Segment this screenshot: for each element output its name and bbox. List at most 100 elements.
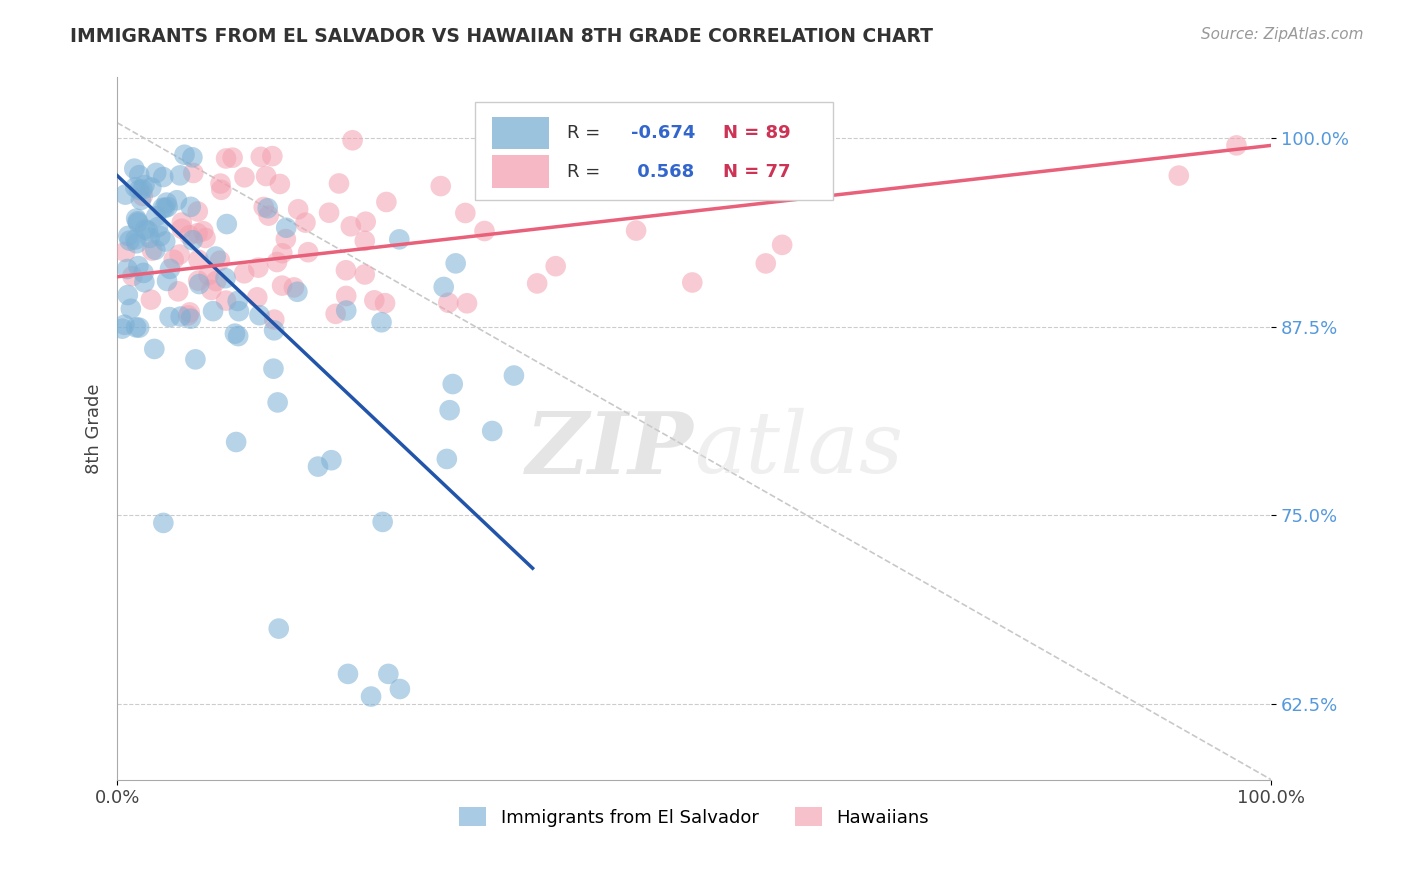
Point	[159, 310, 181, 325]
Point	[441, 377, 464, 392]
Point	[371, 515, 394, 529]
Point	[145, 166, 167, 180]
Point	[221, 151, 243, 165]
Point	[128, 183, 150, 197]
Point	[152, 201, 174, 215]
Point	[1167, 169, 1189, 183]
Point	[117, 288, 139, 302]
Point	[1225, 138, 1247, 153]
Point	[253, 200, 276, 214]
Point	[200, 283, 222, 297]
Point	[436, 452, 458, 467]
Point	[188, 277, 211, 291]
Point	[287, 202, 309, 217]
Point	[156, 274, 179, 288]
Point	[215, 217, 238, 231]
Point	[233, 266, 256, 280]
Point	[187, 274, 209, 288]
Point	[209, 177, 232, 191]
Point	[377, 667, 399, 681]
Point	[544, 259, 567, 273]
Point	[271, 278, 294, 293]
Point	[187, 227, 209, 241]
Point	[209, 183, 232, 197]
Point	[134, 275, 156, 289]
Point	[117, 228, 139, 243]
Point	[287, 285, 309, 299]
Point	[335, 303, 357, 318]
Point	[215, 293, 238, 308]
Point	[166, 193, 188, 207]
Point	[159, 261, 181, 276]
Point	[325, 307, 347, 321]
Point	[342, 133, 364, 147]
Y-axis label: 8th Grade: 8th Grade	[86, 384, 103, 474]
Point	[136, 224, 159, 238]
Point	[269, 177, 291, 191]
Point	[433, 280, 456, 294]
Point	[131, 182, 153, 196]
Point	[139, 231, 162, 245]
Point	[146, 220, 169, 235]
Point	[328, 177, 350, 191]
Point	[120, 301, 142, 316]
Point	[132, 189, 155, 203]
Point	[454, 206, 477, 220]
Point	[214, 271, 236, 285]
Point	[335, 289, 357, 303]
Point	[481, 424, 503, 438]
Text: atlas: atlas	[695, 409, 903, 491]
Point	[388, 681, 411, 696]
Point	[226, 329, 249, 343]
Text: R =: R =	[567, 124, 606, 142]
Point	[124, 161, 146, 176]
Point	[249, 150, 271, 164]
Point	[193, 224, 215, 238]
Point	[127, 214, 149, 228]
Point	[152, 169, 174, 184]
Point	[353, 268, 375, 282]
Point	[267, 622, 290, 636]
Point	[271, 246, 294, 260]
Point	[111, 321, 134, 335]
Point	[444, 256, 467, 270]
Point	[197, 268, 219, 282]
Point	[181, 233, 204, 247]
Point	[375, 194, 398, 209]
Point	[173, 147, 195, 161]
Point	[141, 244, 163, 258]
Point	[257, 209, 280, 223]
Point	[134, 222, 156, 236]
Point	[437, 295, 460, 310]
Point	[256, 201, 278, 215]
Point	[249, 308, 271, 322]
Point	[114, 318, 136, 332]
Point	[180, 311, 202, 326]
Point	[456, 296, 478, 310]
Point	[266, 395, 288, 409]
Point	[139, 293, 162, 307]
Point	[124, 180, 146, 194]
Point	[297, 245, 319, 260]
Point	[132, 266, 155, 280]
Point	[129, 193, 152, 207]
Point	[247, 260, 270, 275]
Point	[681, 276, 703, 290]
Point	[503, 368, 526, 383]
Text: Source: ZipAtlas.com: Source: ZipAtlas.com	[1201, 27, 1364, 42]
Point	[181, 150, 204, 164]
FancyBboxPatch shape	[492, 117, 548, 149]
Point	[177, 309, 200, 323]
Point	[215, 152, 238, 166]
Point	[125, 211, 148, 226]
Point	[180, 200, 202, 214]
Text: IMMIGRANTS FROM EL SALVADOR VS HAWAIIAN 8TH GRADE CORRELATION CHART: IMMIGRANTS FROM EL SALVADOR VS HAWAIIAN …	[70, 27, 934, 45]
Point	[170, 215, 193, 229]
Point	[283, 280, 305, 294]
Point	[153, 201, 176, 215]
Point	[163, 252, 186, 267]
Point	[274, 232, 297, 246]
Point	[374, 296, 396, 310]
Point	[187, 204, 209, 219]
Point	[117, 262, 139, 277]
